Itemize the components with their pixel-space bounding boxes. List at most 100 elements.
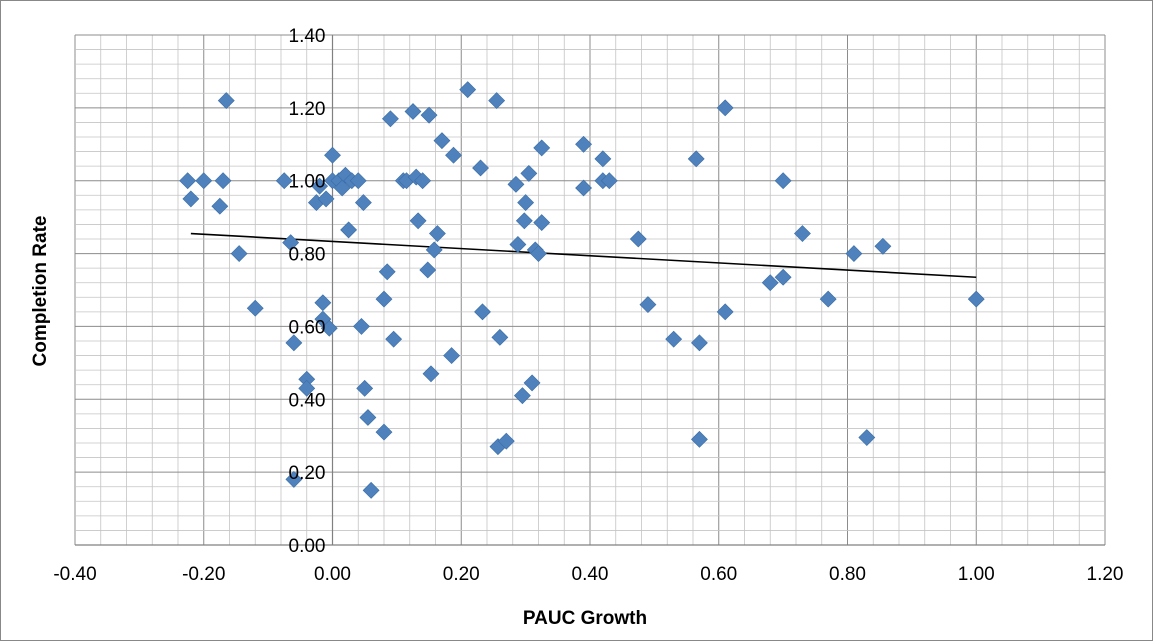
trendline-line <box>190 232 977 279</box>
data-point <box>639 296 657 313</box>
data-point <box>214 172 232 190</box>
data-point <box>211 197 229 215</box>
data-point <box>716 99 734 117</box>
y-tick-label: 0.00 <box>289 536 326 557</box>
data-point <box>422 365 440 383</box>
data-point <box>429 225 446 242</box>
data-point <box>375 423 393 441</box>
data-point <box>520 165 538 182</box>
y-tick-label: 0.80 <box>289 245 326 266</box>
data-point <box>600 172 618 190</box>
data-point <box>340 221 358 239</box>
data-points <box>179 81 985 499</box>
y-tick-label: 1.00 <box>289 172 326 193</box>
data-point <box>629 230 647 248</box>
data-point <box>333 179 351 197</box>
data-point <box>378 263 396 281</box>
data-point <box>774 268 792 286</box>
data-point <box>459 81 477 99</box>
y-tick-label: 1.20 <box>289 99 326 120</box>
data-point <box>409 212 427 230</box>
data-point <box>285 334 303 352</box>
grid-lines <box>74 34 1106 546</box>
data-point <box>858 429 876 446</box>
data-point <box>533 139 551 157</box>
data-point <box>275 172 293 190</box>
data-point <box>182 190 200 208</box>
axes <box>75 35 1105 546</box>
y-tick-label: 0.60 <box>289 317 326 338</box>
tick-labels: -0.40 -0.20 0.00 0.20 0.40 0.60 0.80 1.00 1.20 0.… <box>53 26 1123 585</box>
data-point <box>359 409 377 426</box>
y-tick-label: 0.40 <box>289 390 326 411</box>
y-tick-label: 0.20 <box>289 463 326 484</box>
x-tick-label: 0.60 <box>700 564 737 585</box>
data-point <box>311 177 329 195</box>
x-tick-label: 0.40 <box>572 564 609 585</box>
data-point <box>324 146 341 164</box>
data-point <box>433 132 451 150</box>
y-tick-label: 1.40 <box>289 26 326 47</box>
data-point <box>282 234 300 252</box>
y-axis-title: Completion Rate <box>30 216 51 367</box>
data-point <box>794 225 811 242</box>
x-tick-label: 0.20 <box>443 564 480 585</box>
data-point <box>419 261 437 279</box>
data-point <box>230 245 248 262</box>
data-point <box>356 379 374 397</box>
x-tick-label: 0.00 <box>314 564 351 585</box>
data-point <box>967 290 985 308</box>
data-point <box>491 328 509 346</box>
data-point <box>420 106 438 124</box>
trendline <box>190 232 977 279</box>
data-point <box>472 159 489 177</box>
data-point <box>517 194 535 211</box>
data-point <box>691 334 708 352</box>
data-point <box>497 432 515 450</box>
data-point <box>317 190 335 208</box>
data-point <box>445 146 462 164</box>
data-point <box>195 172 213 190</box>
data-point <box>594 150 612 168</box>
data-point <box>353 318 370 335</box>
data-point <box>404 103 422 120</box>
data-point <box>774 172 792 190</box>
data-point <box>691 430 708 448</box>
data-point <box>523 374 541 392</box>
data-point <box>298 379 316 397</box>
data-point <box>575 179 592 197</box>
data-point <box>687 150 705 168</box>
data-point <box>819 290 837 308</box>
data-point <box>716 303 734 321</box>
x-tick-label: -0.20 <box>182 564 225 585</box>
data-point <box>285 471 303 488</box>
data-point <box>488 92 506 109</box>
data-point <box>375 290 393 308</box>
data-point <box>179 172 197 190</box>
data-point <box>362 481 380 499</box>
data-point <box>507 175 525 193</box>
data-point <box>874 237 892 255</box>
data-point <box>246 299 264 317</box>
data-point <box>845 245 863 262</box>
x-tick-label: -0.40 <box>53 564 96 585</box>
x-tick-label: 0.80 <box>829 564 866 585</box>
data-point <box>665 330 683 348</box>
data-point <box>382 110 399 128</box>
data-point <box>761 274 779 292</box>
data-point <box>414 172 432 190</box>
data-point <box>509 236 527 253</box>
data-point <box>217 92 235 109</box>
data-point <box>515 212 533 230</box>
data-point <box>320 319 338 337</box>
data-point <box>354 194 372 211</box>
data-point <box>443 347 461 364</box>
data-point <box>425 241 443 259</box>
data-point <box>349 172 367 190</box>
data-point <box>513 387 531 405</box>
data-point <box>530 245 547 262</box>
x-tick-label: 1.00 <box>958 564 995 585</box>
data-point <box>385 330 403 348</box>
data-point <box>474 303 491 321</box>
